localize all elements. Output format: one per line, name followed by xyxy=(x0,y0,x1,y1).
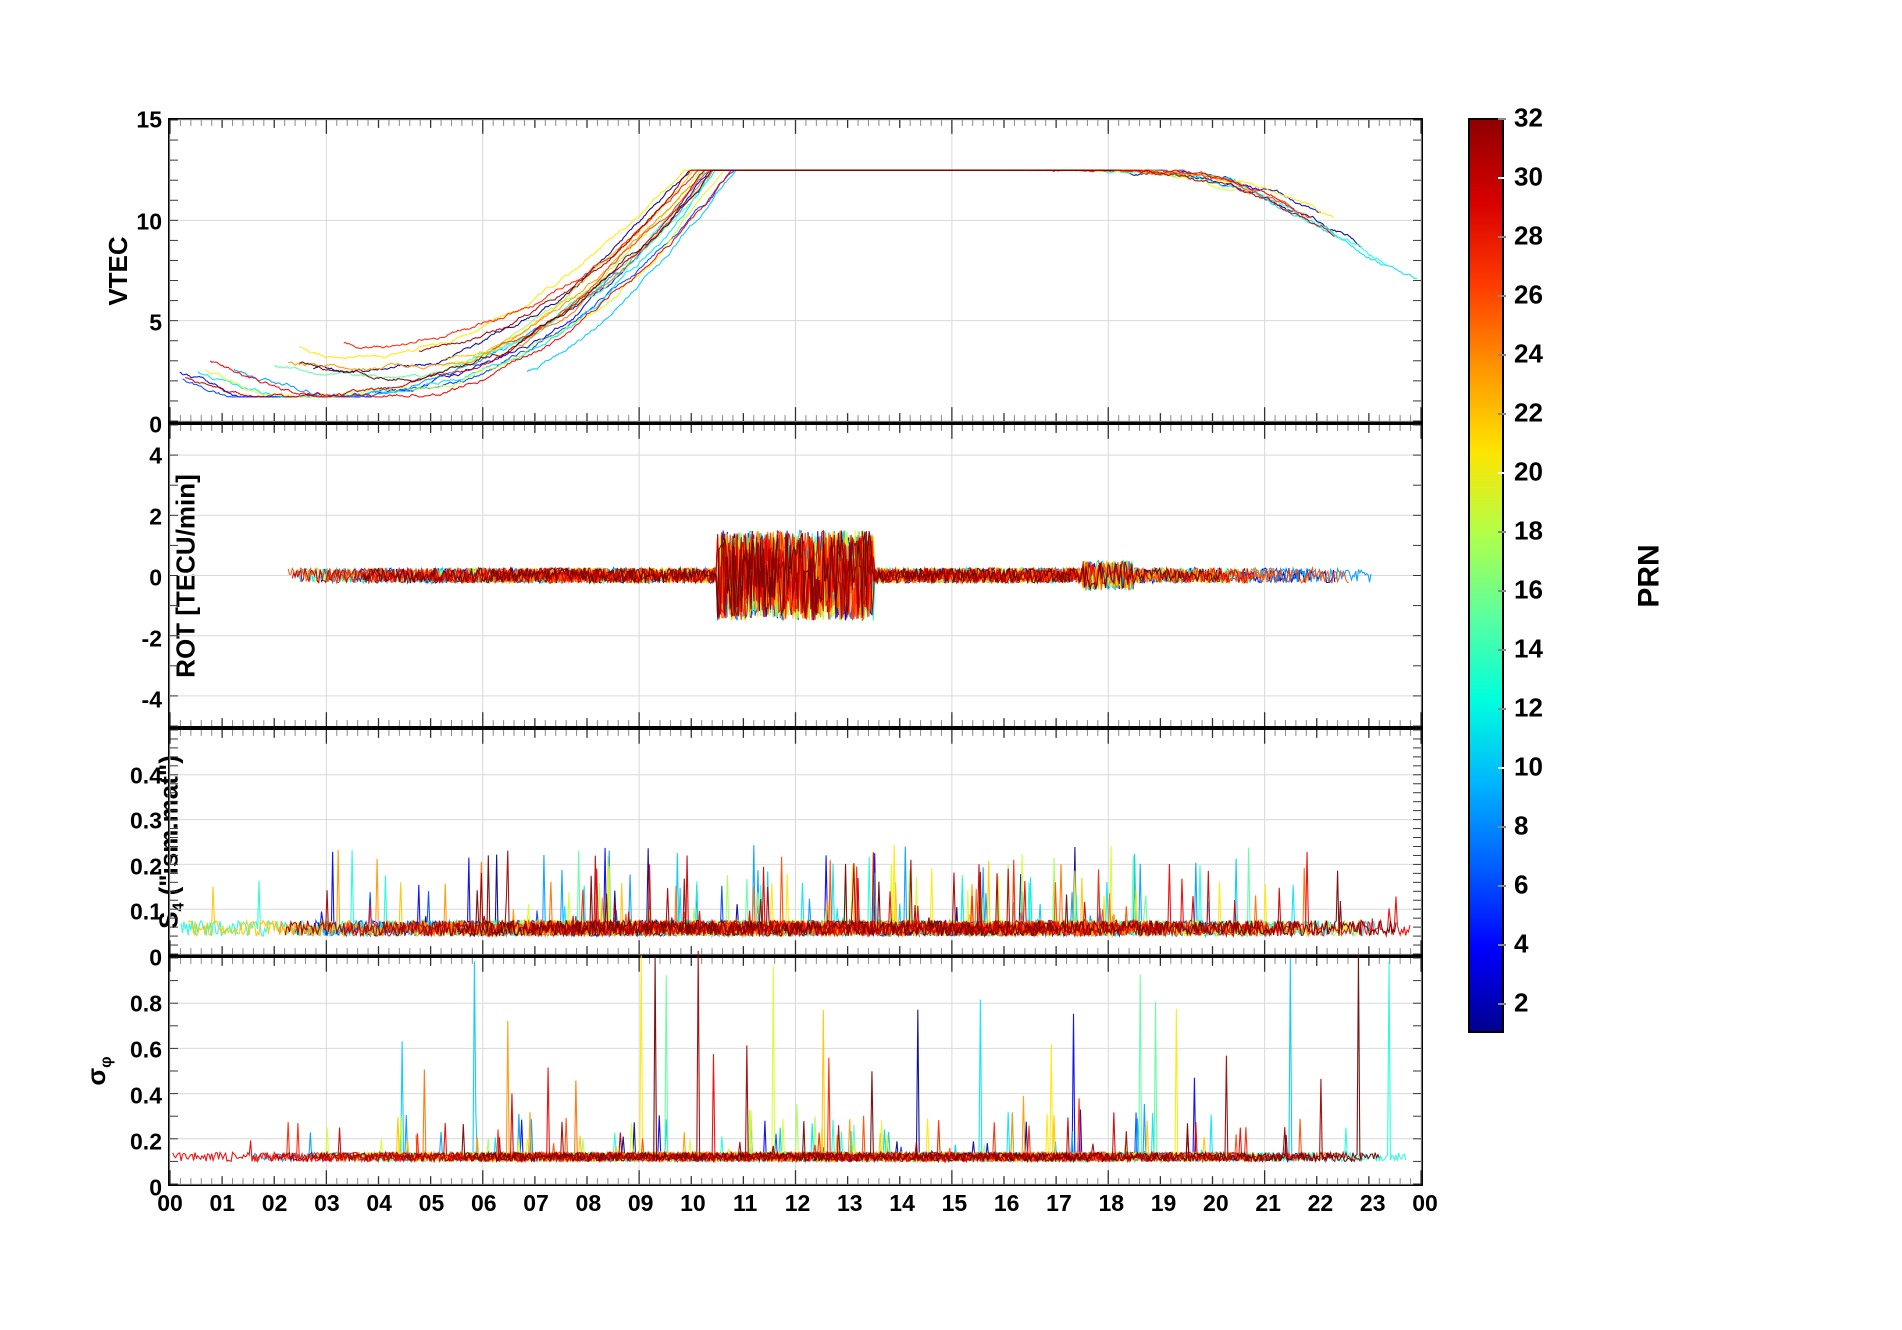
colorbar-tick-28: 28 xyxy=(1514,221,1543,252)
ytick-sigmaphi-0.6: 0.6 xyxy=(130,1037,162,1064)
ytick-s4-0.2: 0.2 xyxy=(130,853,162,880)
colorbar-tick-14: 14 xyxy=(1514,634,1543,665)
xtick-19-19: 19 xyxy=(1151,1190,1177,1217)
prn-trace-8-vtec xyxy=(234,170,1058,397)
colorbar-tick-30: 30 xyxy=(1514,162,1543,193)
xtick-23-23: 23 xyxy=(1360,1190,1386,1217)
ytick-vtec-10: 10 xyxy=(136,208,162,235)
colorbar-tick-4: 4 xyxy=(1514,929,1528,960)
ytick-sigmaphi-0.8: 0.8 xyxy=(130,991,162,1018)
xtick-11-11: 11 xyxy=(733,1190,757,1217)
panel-vtec: VTEC 0 5 10 15 xyxy=(168,118,1423,423)
colorbar-title-label: PRN xyxy=(1633,544,1667,607)
colorbar-tick-24: 24 xyxy=(1514,339,1543,370)
prn-trace-2-vtec xyxy=(313,170,1361,372)
xtick-03-3: 03 xyxy=(314,1190,340,1217)
colorbar-tick-16: 16 xyxy=(1514,575,1543,606)
prn-trace-18-vtec xyxy=(205,170,1236,397)
colorbar-tick-32: 32 xyxy=(1514,103,1543,134)
xtick-06-6: 06 xyxy=(471,1190,497,1217)
colorbar-group: 2 4 6 8 10 12 14 16 18 20 22 24 26 28 30 32 PRN xyxy=(1468,118,1718,1033)
panel-s4: S4 ("ism.mat") 0 0.1 0.2 0.3 0.4 xyxy=(168,728,1423,956)
ytick-rot-2: 2 xyxy=(149,503,162,530)
ytick-sigmaphi-0.4: 0.4 xyxy=(130,1083,162,1110)
xtick-14-14: 14 xyxy=(889,1190,915,1217)
xtick-17-17: 17 xyxy=(1046,1190,1072,1217)
ytick-s4-0: 0 xyxy=(149,945,162,972)
y-axis-label-sigmaphi: σφ xyxy=(81,1056,116,1085)
colorbar-tick-20: 20 xyxy=(1514,457,1543,488)
xtick-00-0: 00 xyxy=(157,1190,183,1217)
ytick-vtec-5: 5 xyxy=(149,310,162,337)
colorbar-tick-6: 6 xyxy=(1514,870,1528,901)
xtick-05-5: 05 xyxy=(419,1190,445,1217)
ytick-vtec-0: 0 xyxy=(149,412,162,439)
xtick-12-12: 12 xyxy=(785,1190,811,1217)
ytick-s4-0.1: 0.1 xyxy=(130,899,162,926)
prn-trace-12-sigmaphi xyxy=(380,961,1406,1161)
xtick-02-2: 02 xyxy=(262,1190,288,1217)
ytick-rot--2: -2 xyxy=(142,625,162,652)
prn-trace-10-vtec xyxy=(198,170,1417,397)
xtick-01-1: 01 xyxy=(209,1190,235,1217)
xtick-22-22: 22 xyxy=(1308,1190,1334,1217)
prn-trace-30-sigmaphi xyxy=(274,951,1361,1162)
prn-trace-14-vtec xyxy=(274,170,1159,378)
xtick-13-13: 13 xyxy=(837,1190,863,1217)
prn-trace-20-vtec xyxy=(444,170,1250,359)
colorbar-tick-10: 10 xyxy=(1514,752,1543,783)
scintillation-plot-root: VTEC 0 5 10 15 ROT [TECU/min] -4 -2 0 2 4 S4 ("ism.… xyxy=(0,0,1902,1330)
colorbar-tick-12: 12 xyxy=(1514,693,1543,724)
panel-rot: ROT [TECU/min] -4 -2 0 2 4 xyxy=(168,423,1423,728)
colorbar-tick-8: 8 xyxy=(1514,811,1528,842)
xtick-21-21: 21 xyxy=(1255,1190,1281,1217)
prn-trace-32-sigmaphi xyxy=(462,955,1379,1161)
ytick-rot--4: -4 xyxy=(142,686,162,713)
xtick-15-15: 15 xyxy=(942,1190,968,1217)
prn-trace-17-vtec xyxy=(441,170,1094,365)
ytick-sigmaphi-0.2: 0.2 xyxy=(130,1129,162,1156)
panel-sigmaphi: σφ 0 0.2 0.4 0.6 0.8 00 01 02 03 04 05 06 07 08 09 10 11 1… xyxy=(168,956,1423,1186)
xtick-09-9: 09 xyxy=(628,1190,654,1217)
xtick-08-8: 08 xyxy=(576,1190,602,1217)
xtick-16-16: 16 xyxy=(994,1190,1020,1217)
ytick-s4-0.4: 0.4 xyxy=(130,762,162,789)
prn-trace-28-vtec xyxy=(185,170,1335,397)
xtick-04-4: 04 xyxy=(366,1190,392,1217)
prn-colorbar xyxy=(1468,118,1504,1033)
ytick-rot-0: 0 xyxy=(149,564,162,591)
prn-trace-21-vtec xyxy=(288,170,1055,370)
colorbar-tick-22: 22 xyxy=(1514,398,1543,429)
prn-trace-19-sigmaphi xyxy=(355,955,1256,1161)
ytick-s4-0.3: 0.3 xyxy=(130,808,162,835)
prn-trace-26-vtec xyxy=(210,170,1294,397)
prn-trace-4-vtec xyxy=(180,170,1321,397)
prn-trace-9-vtec xyxy=(527,170,1093,372)
xtick-00-24: 00 xyxy=(1412,1190,1438,1217)
xtick-10-10: 10 xyxy=(680,1190,706,1217)
y-axis-label-vtec: VTEC xyxy=(103,236,134,305)
ytick-vtec-15: 15 xyxy=(136,107,162,134)
colorbar-tick-2: 2 xyxy=(1514,988,1528,1019)
xtick-20-20: 20 xyxy=(1203,1190,1229,1217)
ytick-rot-4: 4 xyxy=(149,442,162,469)
colorbar-tick-26: 26 xyxy=(1514,280,1543,311)
colorbar-tick-18: 18 xyxy=(1514,516,1543,547)
prn-trace-12-vtec xyxy=(473,170,1386,357)
prn-trace-19-vtec xyxy=(299,170,1333,359)
xtick-07-7: 07 xyxy=(523,1190,549,1217)
xtick-18-18: 18 xyxy=(1098,1190,1124,1217)
prn-trace-32-vtec xyxy=(299,170,1114,381)
